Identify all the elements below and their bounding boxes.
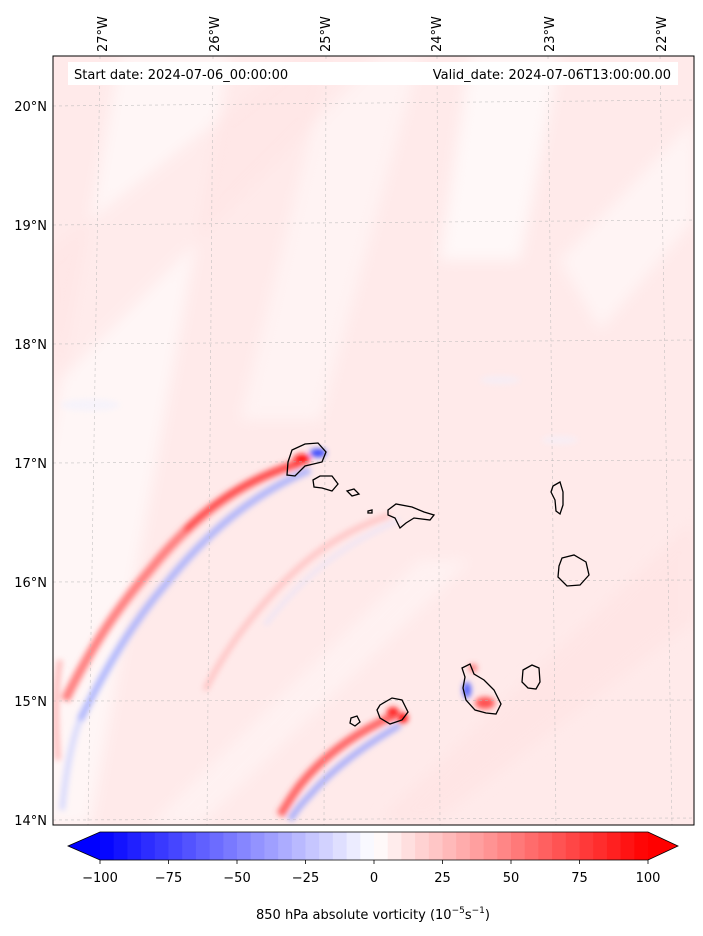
colorbar-cell xyxy=(415,832,430,860)
colorbar-cell xyxy=(387,832,402,860)
lat-label-16n: 16°N xyxy=(14,576,47,591)
colorbar-tick-label: −100 xyxy=(82,871,118,886)
colorbar-cell xyxy=(278,832,293,860)
island-santo-antao xyxy=(286,442,327,477)
island-ilheu xyxy=(367,509,373,514)
colorbar-cell xyxy=(154,832,170,860)
vorticity-bands xyxy=(53,56,694,825)
map-panel xyxy=(53,56,694,825)
colorbar-cell xyxy=(511,832,526,860)
colorbar-cell xyxy=(552,832,567,860)
colorbar-cell xyxy=(428,832,444,860)
colorbar-cell xyxy=(223,832,238,860)
lon-label-25w: 25°W xyxy=(319,16,334,52)
valid-date-text: Valid_date: 2024-07-06T13:00:00.00 xyxy=(433,68,671,83)
lat-label-14n: 14°N xyxy=(14,814,47,829)
island-sao-nicolau xyxy=(387,503,436,530)
island-coastlines xyxy=(286,442,590,727)
island-maio xyxy=(521,664,541,690)
colorbar-cell xyxy=(538,832,553,860)
weak-negative-patches xyxy=(60,376,578,444)
wake-streak-south xyxy=(276,711,402,822)
island-santa-luzia xyxy=(345,488,361,497)
colorbar-tick-label: 100 xyxy=(636,871,661,886)
colorbar: −100 −75 −50 −25 0 25 50 75 100 850 hPa absolute… xyxy=(67,831,679,923)
colorbar-cell xyxy=(456,832,471,860)
lon-label-23w: 23°W xyxy=(543,16,558,52)
colorbar-cell xyxy=(565,832,581,860)
colorbar-label: 850 hPa absolute vorticity (10−5s−1) xyxy=(256,906,490,923)
colorbar-cell xyxy=(127,832,142,860)
colorbar-cell xyxy=(291,832,307,860)
latitude-labels: 20°N 19°N 18°N 17°N 16°N 15°N 14°N xyxy=(14,100,47,829)
colorbar-cell xyxy=(332,832,348,860)
colorbar-cell xyxy=(305,832,320,860)
colorbar-tick-label: 50 xyxy=(503,871,520,886)
colorbar-cell xyxy=(634,832,649,860)
colorbar-tick-label: 75 xyxy=(571,871,588,886)
colorbar-tick-label: −25 xyxy=(292,871,319,886)
wake-streak-north xyxy=(53,458,312,811)
lon-label-22w: 22°W xyxy=(655,16,670,52)
colorbar-cell xyxy=(237,832,252,860)
colorbar-cell xyxy=(264,832,279,860)
map-frame xyxy=(52,55,695,826)
colorbar-tick-label: 25 xyxy=(434,871,451,886)
island-sal xyxy=(550,481,564,516)
lat-label-18n: 18°N xyxy=(14,338,47,353)
colorbar-cell xyxy=(346,832,361,860)
island-brava xyxy=(349,715,361,727)
colorbar-tick-label: −50 xyxy=(223,871,250,886)
colorbar-cell xyxy=(360,832,375,860)
date-header-box xyxy=(68,62,678,85)
colorbar-cell xyxy=(374,832,389,860)
colorbar-cell xyxy=(195,832,211,860)
colorbar-cell xyxy=(497,832,512,860)
colorbar-cell xyxy=(524,832,539,860)
colorbar-cell xyxy=(168,832,183,860)
colorbar-cell xyxy=(483,832,498,860)
colorbar-cell xyxy=(579,832,594,860)
lon-label-26w: 26°W xyxy=(208,16,223,52)
colorbar-extend-high xyxy=(648,832,678,860)
colorbar-cell xyxy=(250,832,265,860)
colorbar-cell xyxy=(593,832,608,860)
lat-label-19n: 19°N xyxy=(14,219,47,234)
lat-label-17n: 17°N xyxy=(14,457,47,472)
colorbar-cell xyxy=(182,832,197,860)
island-santiago xyxy=(461,663,502,715)
colorbar-tick-label: 0 xyxy=(370,871,378,886)
wake-streak-middle xyxy=(202,512,401,692)
island-fogo xyxy=(376,697,409,725)
date-header: Start date: 2024-07-06_00:00:00 Valid_da… xyxy=(68,62,678,85)
colorbar-cell xyxy=(620,832,635,860)
map-gridlines xyxy=(53,56,694,825)
colorbar-cell xyxy=(401,832,416,860)
start-date-text: Start date: 2024-07-06_00:00:00 xyxy=(74,68,288,83)
lon-label-27w: 27°W xyxy=(96,16,111,52)
longitude-labels: 27°W 26°W 25°W 24°W 23°W 22°W xyxy=(96,16,670,52)
colorbar-ticks: −100 −75 −50 −25 0 25 50 75 100 xyxy=(82,860,660,886)
colorbar-cell xyxy=(606,832,622,860)
island-sao-vicente xyxy=(312,475,339,492)
colorbar-cell xyxy=(113,832,128,860)
colorbar-extend-low xyxy=(68,832,100,860)
colorbar-cell xyxy=(442,832,457,860)
colorbar-cell xyxy=(100,832,115,860)
lat-label-15n: 15°N xyxy=(14,695,47,710)
colorbar-cell xyxy=(469,832,485,860)
colorbar-tick-label: −75 xyxy=(155,871,182,886)
colorbar-cell xyxy=(141,832,156,860)
lat-label-20n: 20°N xyxy=(14,100,47,115)
lon-label-24w: 24°W xyxy=(430,16,445,52)
island-boa-vista xyxy=(557,554,590,587)
colorbar-cells xyxy=(100,832,649,860)
colorbar-cell xyxy=(319,832,334,860)
colorbar-cell xyxy=(209,832,224,860)
